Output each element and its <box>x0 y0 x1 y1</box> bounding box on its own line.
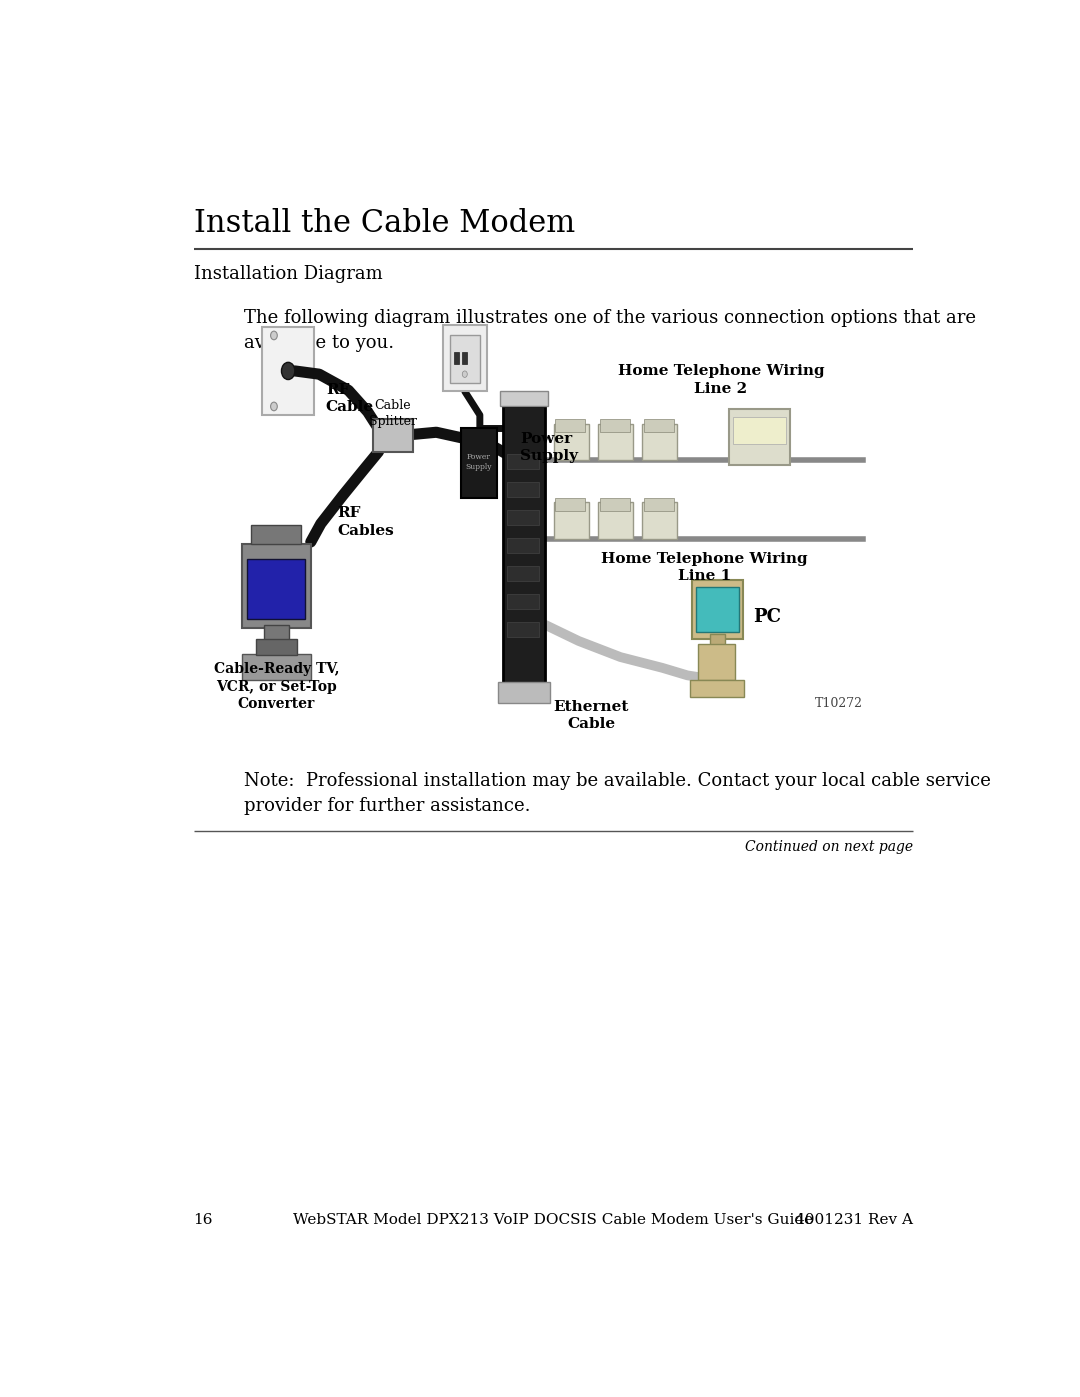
FancyBboxPatch shape <box>500 391 549 407</box>
FancyBboxPatch shape <box>643 502 677 539</box>
FancyBboxPatch shape <box>251 525 300 545</box>
FancyBboxPatch shape <box>256 638 297 655</box>
FancyBboxPatch shape <box>508 566 539 581</box>
Text: The following diagram illustrates one of the various connection options that are: The following diagram illustrates one of… <box>244 309 976 352</box>
FancyBboxPatch shape <box>508 454 539 469</box>
FancyBboxPatch shape <box>508 510 539 525</box>
FancyBboxPatch shape <box>247 559 305 619</box>
FancyBboxPatch shape <box>644 497 674 511</box>
Text: RF
Cable: RF Cable <box>326 383 374 414</box>
FancyBboxPatch shape <box>598 423 633 460</box>
Text: Cable
Splitter: Cable Splitter <box>368 400 417 427</box>
FancyBboxPatch shape <box>599 497 630 511</box>
FancyBboxPatch shape <box>242 654 311 680</box>
FancyBboxPatch shape <box>729 408 789 465</box>
FancyBboxPatch shape <box>242 545 311 629</box>
FancyBboxPatch shape <box>508 594 539 609</box>
FancyBboxPatch shape <box>555 419 585 432</box>
Text: Power
Supply: Power Supply <box>465 454 492 471</box>
Circle shape <box>271 331 278 339</box>
FancyBboxPatch shape <box>598 502 633 539</box>
FancyBboxPatch shape <box>690 680 744 697</box>
FancyBboxPatch shape <box>554 502 589 539</box>
Text: Ethernet
Cable: Ethernet Cable <box>553 700 629 732</box>
FancyBboxPatch shape <box>699 644 735 680</box>
FancyBboxPatch shape <box>710 634 725 645</box>
Circle shape <box>462 372 468 377</box>
Circle shape <box>282 362 295 380</box>
FancyBboxPatch shape <box>643 423 677 460</box>
Text: Power
Supply: Power Supply <box>521 432 578 462</box>
FancyBboxPatch shape <box>461 427 497 497</box>
Text: 4001231 Rev A: 4001231 Rev A <box>795 1213 914 1227</box>
Text: 16: 16 <box>193 1213 213 1227</box>
FancyBboxPatch shape <box>264 624 289 641</box>
FancyBboxPatch shape <box>498 682 550 703</box>
Text: Cable-Ready TV,
VCR, or Set-Top
Converter: Cable-Ready TV, VCR, or Set-Top Converte… <box>214 662 339 711</box>
FancyBboxPatch shape <box>599 419 630 432</box>
FancyBboxPatch shape <box>732 418 786 444</box>
Circle shape <box>271 402 278 411</box>
FancyBboxPatch shape <box>691 580 743 638</box>
FancyBboxPatch shape <box>503 407 545 694</box>
FancyBboxPatch shape <box>462 352 468 365</box>
Text: Install the Cable Modem: Install the Cable Modem <box>193 208 575 239</box>
Text: Home Telephone Wiring
Line 1: Home Telephone Wiring Line 1 <box>600 552 808 583</box>
FancyBboxPatch shape <box>443 324 486 391</box>
Text: Installation Diagram: Installation Diagram <box>193 265 382 282</box>
FancyBboxPatch shape <box>373 419 413 451</box>
Text: Continued on next page: Continued on next page <box>745 840 914 854</box>
FancyBboxPatch shape <box>454 352 459 365</box>
Text: PC: PC <box>753 608 781 626</box>
Text: WebSTAR Model DPX213 VoIP DOCSIS Cable Modem User's Guide: WebSTAR Model DPX213 VoIP DOCSIS Cable M… <box>294 1213 813 1227</box>
Text: Home Telephone Wiring
Line 2: Home Telephone Wiring Line 2 <box>618 365 824 395</box>
Text: T10272: T10272 <box>815 697 863 710</box>
FancyBboxPatch shape <box>644 419 674 432</box>
Text: Note:  Professional installation may be available. Contact your local cable serv: Note: Professional installation may be a… <box>244 773 990 816</box>
FancyBboxPatch shape <box>449 335 480 383</box>
FancyBboxPatch shape <box>555 497 585 511</box>
Text: RF
Cables: RF Cables <box>338 507 394 538</box>
FancyBboxPatch shape <box>508 482 539 497</box>
FancyBboxPatch shape <box>262 327 314 415</box>
FancyBboxPatch shape <box>508 622 539 637</box>
FancyBboxPatch shape <box>696 587 740 633</box>
FancyBboxPatch shape <box>554 423 589 460</box>
FancyBboxPatch shape <box>508 538 539 553</box>
